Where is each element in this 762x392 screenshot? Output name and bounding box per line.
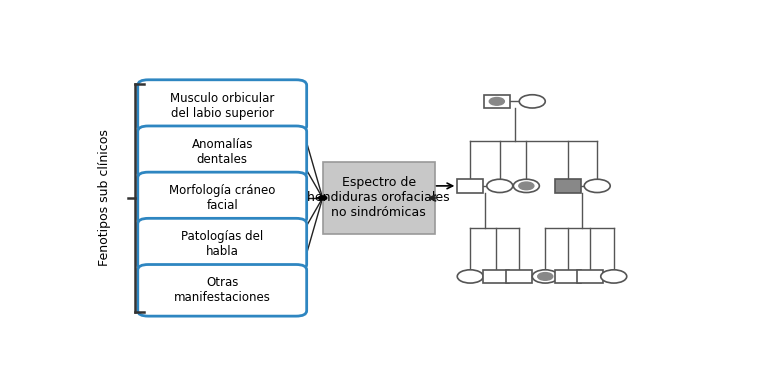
Circle shape bbox=[457, 270, 483, 283]
Bar bbox=[577, 270, 603, 283]
Bar bbox=[506, 270, 533, 283]
Text: Patologías del
habla: Patologías del habla bbox=[181, 230, 264, 258]
Circle shape bbox=[519, 95, 546, 108]
Circle shape bbox=[489, 98, 504, 105]
Text: Otras
manifestaciones: Otras manifestaciones bbox=[174, 276, 271, 304]
Bar bbox=[482, 270, 509, 283]
Bar bbox=[555, 270, 581, 283]
Circle shape bbox=[519, 182, 534, 190]
Bar bbox=[555, 179, 581, 192]
Text: Fenotipos sub clínicos: Fenotipos sub clínicos bbox=[98, 129, 110, 267]
Circle shape bbox=[532, 270, 559, 283]
FancyBboxPatch shape bbox=[138, 218, 306, 270]
FancyBboxPatch shape bbox=[138, 126, 306, 178]
Circle shape bbox=[600, 270, 627, 283]
Text: Anomalías
dentales: Anomalías dentales bbox=[191, 138, 253, 166]
Text: Espectro de
hendiduras orofaciales
no sindrómicas: Espectro de hendiduras orofaciales no si… bbox=[307, 176, 450, 220]
Circle shape bbox=[584, 179, 610, 192]
Circle shape bbox=[514, 179, 539, 192]
Bar bbox=[457, 179, 483, 192]
FancyBboxPatch shape bbox=[138, 80, 306, 131]
FancyBboxPatch shape bbox=[322, 162, 435, 234]
FancyBboxPatch shape bbox=[138, 172, 306, 224]
Circle shape bbox=[538, 272, 552, 280]
Text: Musculo orbicular
del labio superior: Musculo orbicular del labio superior bbox=[170, 92, 274, 120]
Circle shape bbox=[319, 196, 327, 200]
Bar bbox=[484, 95, 510, 108]
Circle shape bbox=[487, 179, 513, 192]
Text: Morfología cráneo
facial: Morfología cráneo facial bbox=[169, 184, 275, 212]
FancyBboxPatch shape bbox=[138, 265, 306, 316]
